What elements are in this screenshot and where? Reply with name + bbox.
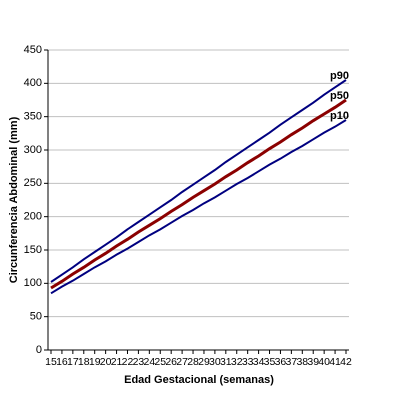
x-tick-label: 17 xyxy=(67,356,79,368)
x-tick-label: 16 xyxy=(56,356,68,368)
series-line xyxy=(50,98,347,290)
x-tick-label: 36 xyxy=(275,356,287,368)
x-tick-label: 27 xyxy=(176,356,188,368)
series-line xyxy=(50,119,347,295)
x-tick-label: 40 xyxy=(318,356,330,368)
x-tick-label: 20 xyxy=(100,356,112,368)
series-label: p50 xyxy=(330,90,349,102)
y-tick-label: 250 xyxy=(24,177,42,189)
x-tick-label: 37 xyxy=(286,356,298,368)
y-tick-label: 400 xyxy=(24,77,42,89)
x-tick-label: 32 xyxy=(231,356,243,368)
y-tick-label: 150 xyxy=(24,244,42,256)
y-tick-label: 50 xyxy=(30,311,42,323)
series-line xyxy=(50,79,347,283)
y-tick-label: 200 xyxy=(24,211,42,223)
x-tick-label: 19 xyxy=(89,356,101,368)
x-tick-label: 23 xyxy=(133,356,145,368)
series-label: p10 xyxy=(330,110,349,122)
x-tick-label: 38 xyxy=(296,356,308,368)
x-tick-label: 29 xyxy=(198,356,210,368)
x-tick-label: 33 xyxy=(242,356,254,368)
x-tick-label: 15 xyxy=(45,356,57,368)
x-tick-label: 39 xyxy=(307,356,319,368)
x-tick-label: 28 xyxy=(187,356,199,368)
x-tick-label: 31 xyxy=(220,356,232,368)
x-tick-label: 35 xyxy=(264,356,276,368)
x-tick-label: 30 xyxy=(209,356,221,368)
x-tick-label: 26 xyxy=(165,356,177,368)
y-tick-label: 100 xyxy=(24,277,42,289)
x-tick-label: 34 xyxy=(253,356,265,368)
plot-area xyxy=(48,50,349,350)
x-tick-label: 41 xyxy=(329,356,341,368)
x-tick-label: 42 xyxy=(340,356,352,368)
y-tick-label: 300 xyxy=(24,144,42,156)
y-tick-label: 450 xyxy=(24,44,42,56)
x-tick-label: 22 xyxy=(122,356,134,368)
x-tick-label: 21 xyxy=(111,356,123,368)
y-tick-label: 350 xyxy=(24,111,42,123)
x-tick-label: 24 xyxy=(143,356,155,368)
x-tick-label: 18 xyxy=(78,356,90,368)
y-tick-label: 0 xyxy=(36,344,42,356)
y-axis-label: Circunferencia Abdominal (mm) xyxy=(8,116,20,283)
x-tick-label: 25 xyxy=(154,356,166,368)
series-label: p90 xyxy=(330,70,349,82)
x-axis-label: Edad Gestacional (semanas) xyxy=(124,374,274,386)
